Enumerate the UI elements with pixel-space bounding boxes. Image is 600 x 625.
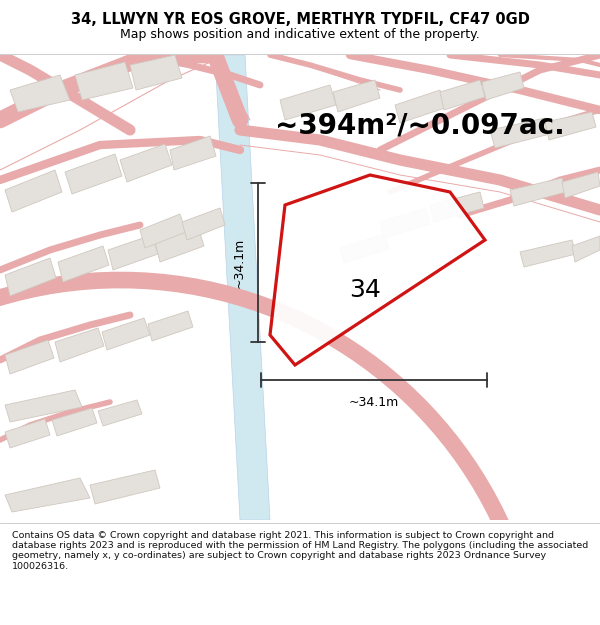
- Polygon shape: [182, 208, 225, 240]
- Polygon shape: [333, 80, 380, 112]
- Polygon shape: [490, 118, 550, 148]
- Polygon shape: [572, 236, 600, 262]
- Polygon shape: [340, 234, 389, 263]
- Polygon shape: [395, 90, 445, 123]
- Polygon shape: [58, 246, 109, 282]
- Polygon shape: [130, 55, 182, 90]
- Polygon shape: [215, 55, 270, 520]
- Text: Contains OS data © Crown copyright and database right 2021. This information is : Contains OS data © Crown copyright and d…: [12, 531, 588, 571]
- Polygon shape: [90, 470, 160, 504]
- Polygon shape: [52, 408, 97, 436]
- Polygon shape: [5, 478, 90, 512]
- Polygon shape: [380, 208, 430, 238]
- Polygon shape: [120, 144, 172, 182]
- Polygon shape: [102, 318, 150, 350]
- Text: ~394m²/~0.097ac.: ~394m²/~0.097ac.: [275, 111, 565, 139]
- Polygon shape: [10, 75, 70, 112]
- Polygon shape: [148, 311, 193, 341]
- Polygon shape: [440, 80, 485, 110]
- Polygon shape: [510, 178, 566, 206]
- Text: ~34.1m: ~34.1m: [349, 396, 399, 409]
- Polygon shape: [170, 136, 216, 170]
- Polygon shape: [562, 172, 600, 198]
- Polygon shape: [545, 112, 596, 140]
- Polygon shape: [155, 227, 204, 262]
- Polygon shape: [5, 340, 54, 374]
- Polygon shape: [430, 192, 484, 222]
- Polygon shape: [98, 400, 142, 426]
- Polygon shape: [75, 62, 133, 100]
- Polygon shape: [5, 419, 50, 448]
- Text: 34: 34: [349, 278, 381, 302]
- Polygon shape: [55, 328, 104, 362]
- Polygon shape: [5, 258, 56, 296]
- Polygon shape: [520, 240, 576, 267]
- Polygon shape: [482, 72, 524, 100]
- Polygon shape: [280, 85, 336, 120]
- Text: Map shows position and indicative extent of the property.: Map shows position and indicative extent…: [120, 28, 480, 41]
- Polygon shape: [65, 154, 122, 194]
- Text: 34, LLWYN YR EOS GROVE, MERTHYR TYDFIL, CF47 0GD: 34, LLWYN YR EOS GROVE, MERTHYR TYDFIL, …: [71, 12, 529, 27]
- Text: ~34.1m: ~34.1m: [233, 238, 246, 288]
- Polygon shape: [108, 235, 158, 270]
- Polygon shape: [270, 175, 485, 365]
- Polygon shape: [5, 390, 82, 422]
- Polygon shape: [5, 170, 62, 212]
- Polygon shape: [140, 214, 186, 248]
